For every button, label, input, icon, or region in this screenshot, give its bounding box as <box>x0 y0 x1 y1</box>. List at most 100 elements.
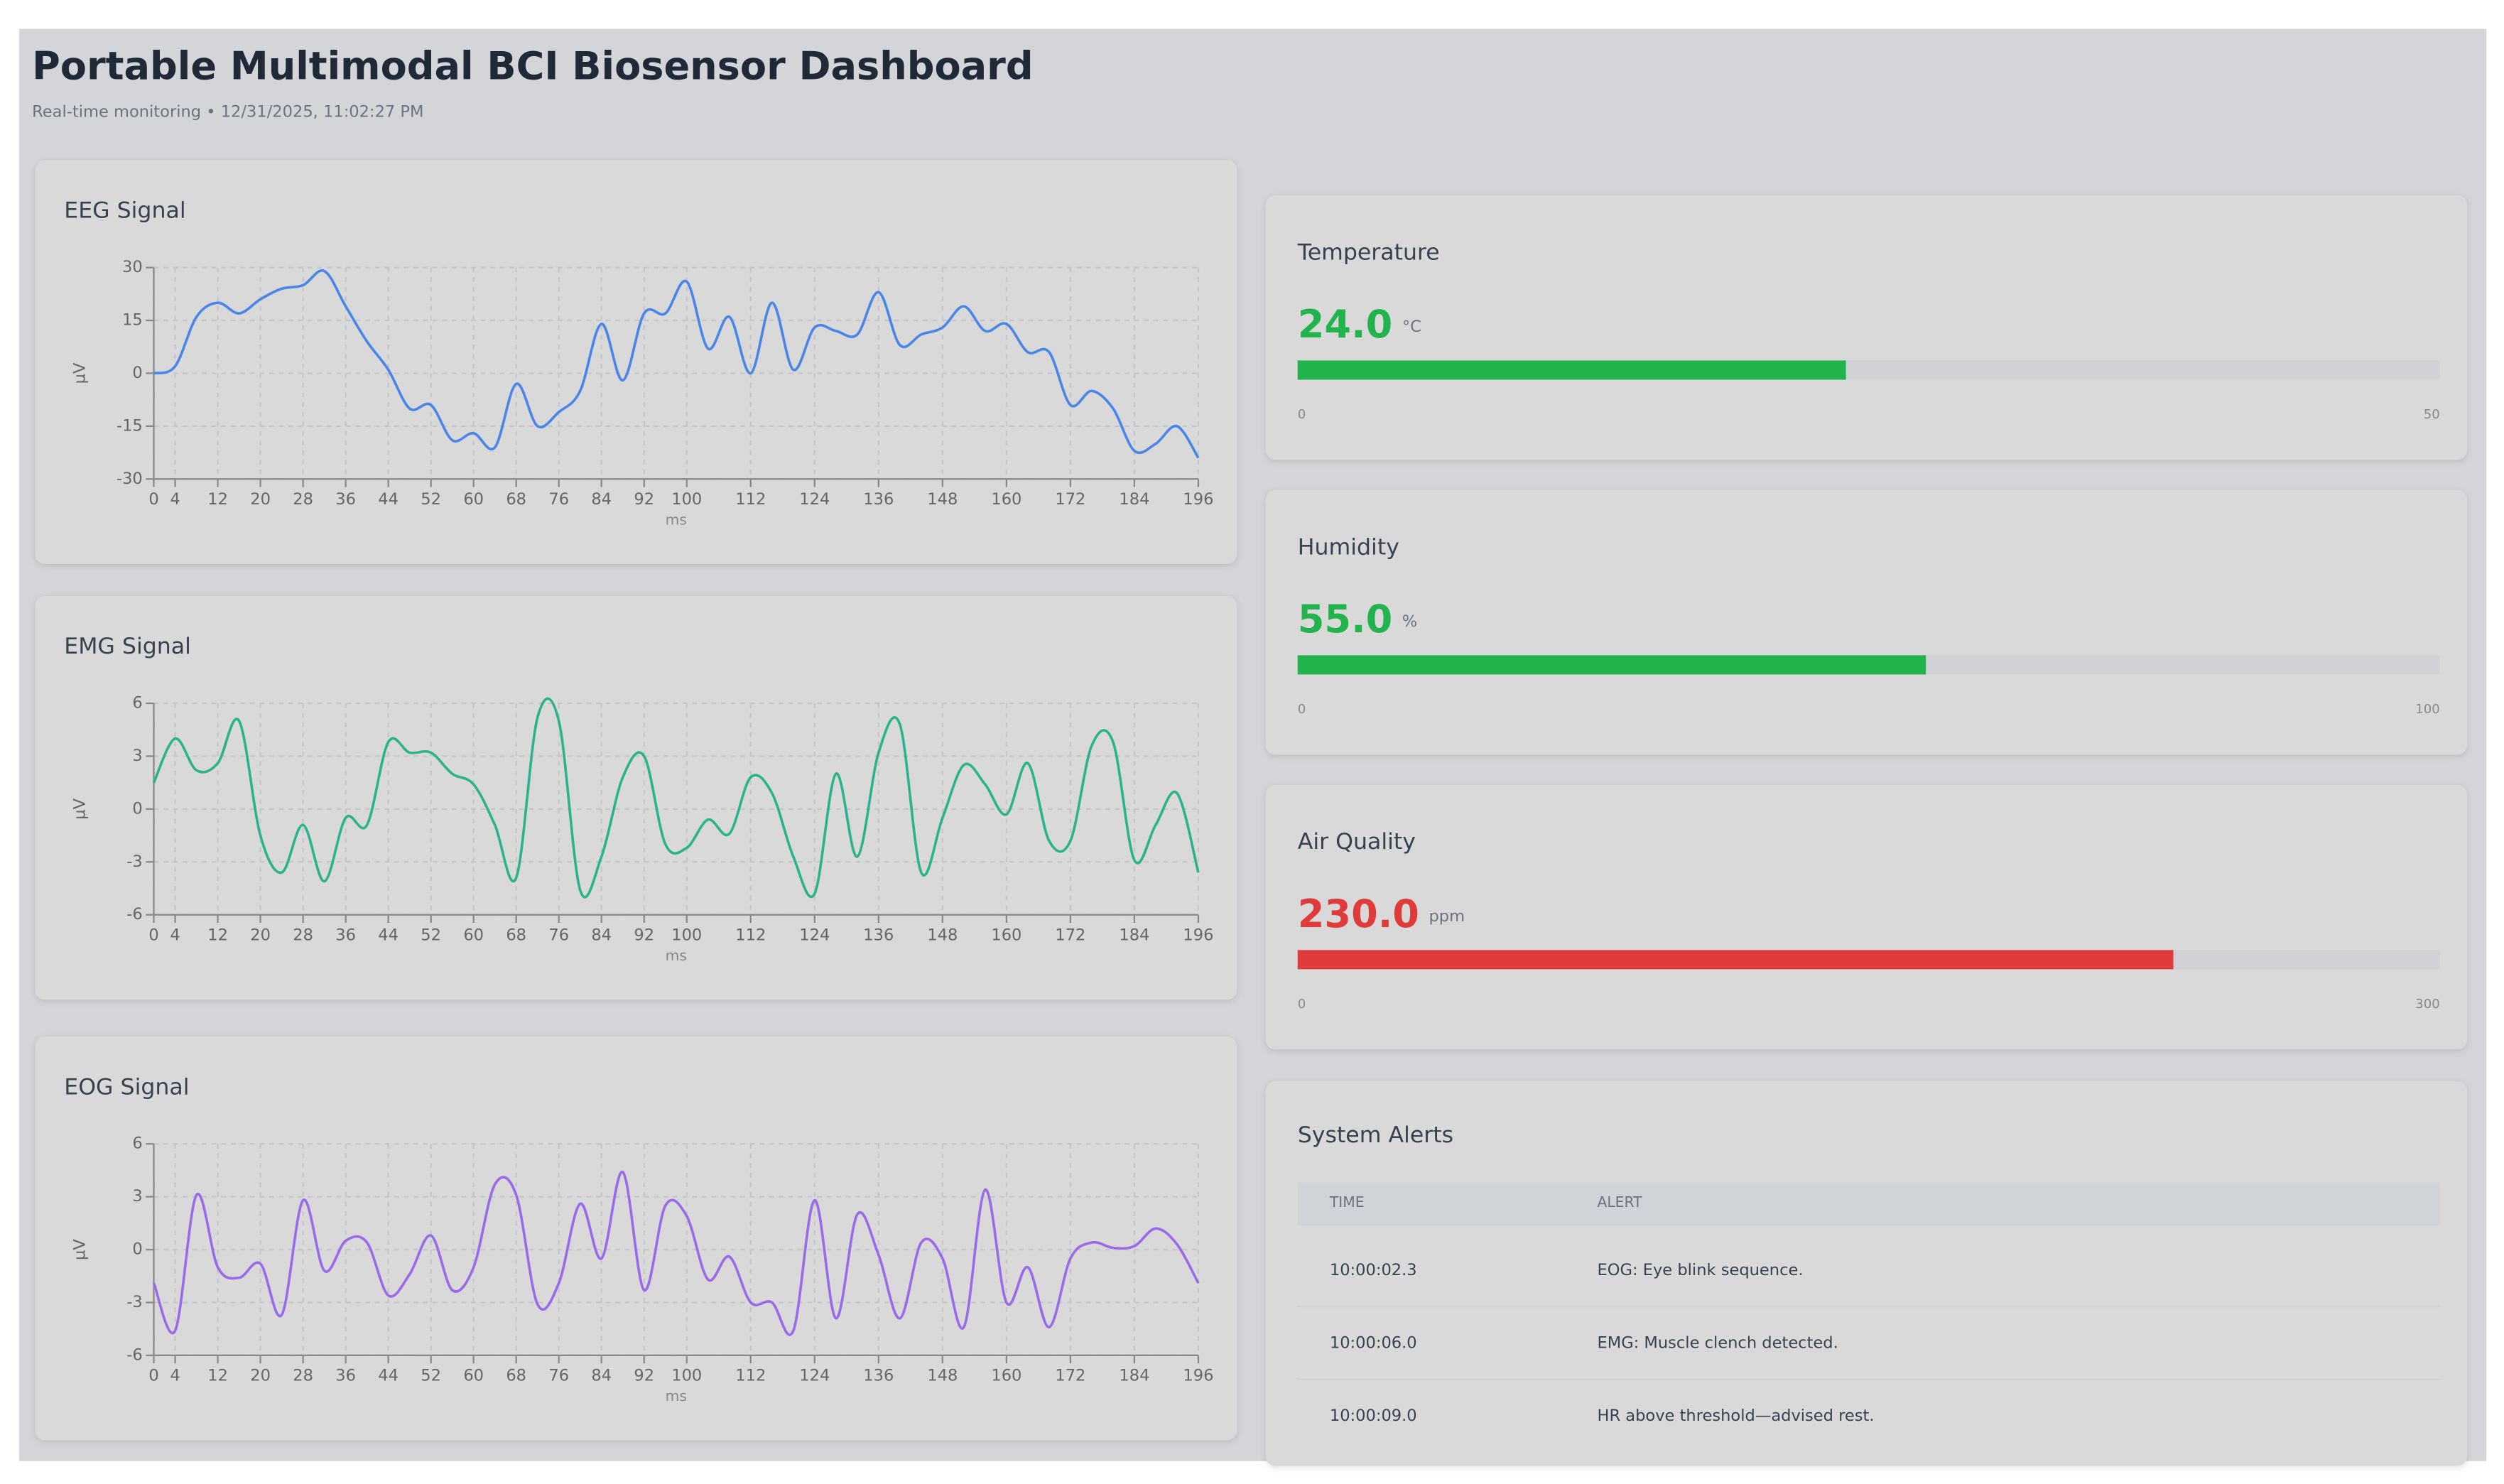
y-axis-label: µV <box>70 362 89 384</box>
x-tick-label: 20 <box>250 490 271 509</box>
x-tick-label: 184 <box>1119 1367 1149 1385</box>
sensor-unit: % <box>1402 612 1417 631</box>
table-header: ALERT <box>1597 1193 1642 1211</box>
y-tick-label: -6 <box>126 1345 142 1364</box>
sensor-label: Air Quality <box>1298 829 1416 855</box>
x-tick-label: 84 <box>591 490 612 509</box>
table-cell: EOG: Eye blink sequence. <box>1597 1261 1803 1279</box>
signal-line <box>152 697 1200 899</box>
y-tick-label: -6 <box>126 905 142 924</box>
sensor-value: 24.0 °C <box>1298 302 1421 347</box>
x-tick-label: 148 <box>927 926 958 945</box>
card <box>35 595 1237 1000</box>
x-tick-label: 36 <box>335 490 356 509</box>
x-tick-label: 100 <box>671 926 702 945</box>
x-tick-label: 100 <box>671 490 702 509</box>
y-tick-label: 0 <box>132 799 142 818</box>
x-tick-label: 20 <box>250 926 271 945</box>
x-tick-label: 28 <box>293 1367 313 1385</box>
x-axis-label: ms <box>666 1387 687 1404</box>
gauge-min: 0 <box>1298 997 1306 1012</box>
x-tick-label: 12 <box>207 490 228 509</box>
signal-line <box>153 269 1200 459</box>
x-axis-label: ms <box>666 511 687 528</box>
table-cell: 10:00:02.3 <box>1330 1261 1417 1279</box>
x-tick-label: 160 <box>991 926 1021 945</box>
x-tick-label: 148 <box>927 1367 958 1385</box>
x-tick-label: 196 <box>1183 926 1213 945</box>
x-tick-label: 196 <box>1183 490 1213 509</box>
x-tick-label: 84 <box>591 1367 612 1385</box>
x-tick-label: 12 <box>207 1367 228 1385</box>
y-tick-label: 15 <box>122 311 143 330</box>
x-tick-label: 36 <box>335 1367 356 1385</box>
x-tick-label: 76 <box>548 926 569 945</box>
y-tick-label: 0 <box>132 364 142 382</box>
x-tick-label: 124 <box>799 926 830 945</box>
chart-title: EOG Signal <box>64 1074 189 1100</box>
table-header-bg <box>1297 1182 2440 1226</box>
y-tick-label: 3 <box>132 1187 142 1206</box>
y-axis-label: µV <box>70 798 89 819</box>
x-tick-label: 12 <box>207 926 228 945</box>
x-tick-label: 36 <box>335 926 356 945</box>
chart-title: EMG Signal <box>64 634 191 659</box>
x-tick-label: 92 <box>634 926 654 945</box>
table-cell: HR above threshold—advised rest. <box>1597 1407 1874 1425</box>
x-tick-label: 4 <box>170 926 180 945</box>
x-tick-label: 172 <box>1055 490 1085 509</box>
x-tick-label: 124 <box>799 1367 830 1385</box>
x-tick-label: 0 <box>148 926 158 945</box>
x-tick-label: 196 <box>1183 1367 1213 1385</box>
x-tick-label: 60 <box>463 1367 484 1385</box>
card <box>1265 490 2468 755</box>
chart-title: EEG Signal <box>64 198 185 224</box>
x-tick-label: 84 <box>591 926 612 945</box>
x-tick-label: 52 <box>421 926 441 945</box>
table-cell: 10:00:06.0 <box>1330 1333 1417 1352</box>
alerts-title: System Alerts <box>1298 1122 1453 1148</box>
x-tick-label: 28 <box>293 926 313 945</box>
x-tick-label: 76 <box>548 1367 569 1385</box>
gauge-fill <box>1297 950 2174 970</box>
x-tick-label: 92 <box>634 1367 654 1385</box>
y-axis-label: µV <box>70 1239 89 1260</box>
x-tick-label: 0 <box>148 1367 158 1385</box>
sensor-value-text: 230.0 <box>1298 892 1419 936</box>
x-tick-label: 148 <box>927 490 958 509</box>
x-tick-label: 92 <box>634 490 654 509</box>
gauge-max: 50 <box>2424 407 2440 422</box>
card <box>1265 785 2468 1050</box>
sensor-value-text: 55.0 <box>1298 597 1393 641</box>
x-tick-label: 0 <box>148 490 158 509</box>
x-tick-label: 160 <box>991 1367 1021 1385</box>
x-tick-label: 52 <box>421 490 441 509</box>
sensor-unit: ppm <box>1429 906 1465 925</box>
x-tick-label: 44 <box>378 926 399 945</box>
sensor-unit: °C <box>1402 318 1421 336</box>
x-tick-label: 68 <box>506 926 526 945</box>
page-title: Portable Multimodal BCI Biosensor Dashbo… <box>32 44 1033 89</box>
x-tick-label: 172 <box>1055 926 1085 945</box>
x-tick-label: 124 <box>799 490 830 509</box>
y-tick-label: -30 <box>116 470 143 488</box>
gauge-max: 300 <box>2415 997 2439 1012</box>
y-tick-label: 3 <box>132 747 142 765</box>
x-tick-label: 44 <box>378 1367 399 1385</box>
x-tick-label: 28 <box>293 490 313 509</box>
x-tick-label: 136 <box>863 490 894 509</box>
x-tick-label: 136 <box>863 926 894 945</box>
x-tick-label: 160 <box>991 490 1021 509</box>
sensor-value: 55.0% <box>1298 597 1417 641</box>
table-cell: EMG: Muscle clench detected. <box>1597 1333 1838 1352</box>
sensor-value-text: 24.0 <box>1298 302 1393 347</box>
y-tick-label: 0 <box>132 1240 142 1259</box>
x-tick-label: 100 <box>671 1367 702 1385</box>
x-tick-label: 68 <box>506 1367 526 1385</box>
sensor-value: 230.0 ppm <box>1298 892 1465 936</box>
gauge-min: 0 <box>1298 702 1306 717</box>
sensor-label: Humidity <box>1298 534 1399 560</box>
table-cell: 10:00:09.0 <box>1330 1407 1417 1425</box>
x-tick-label: 112 <box>735 926 766 945</box>
